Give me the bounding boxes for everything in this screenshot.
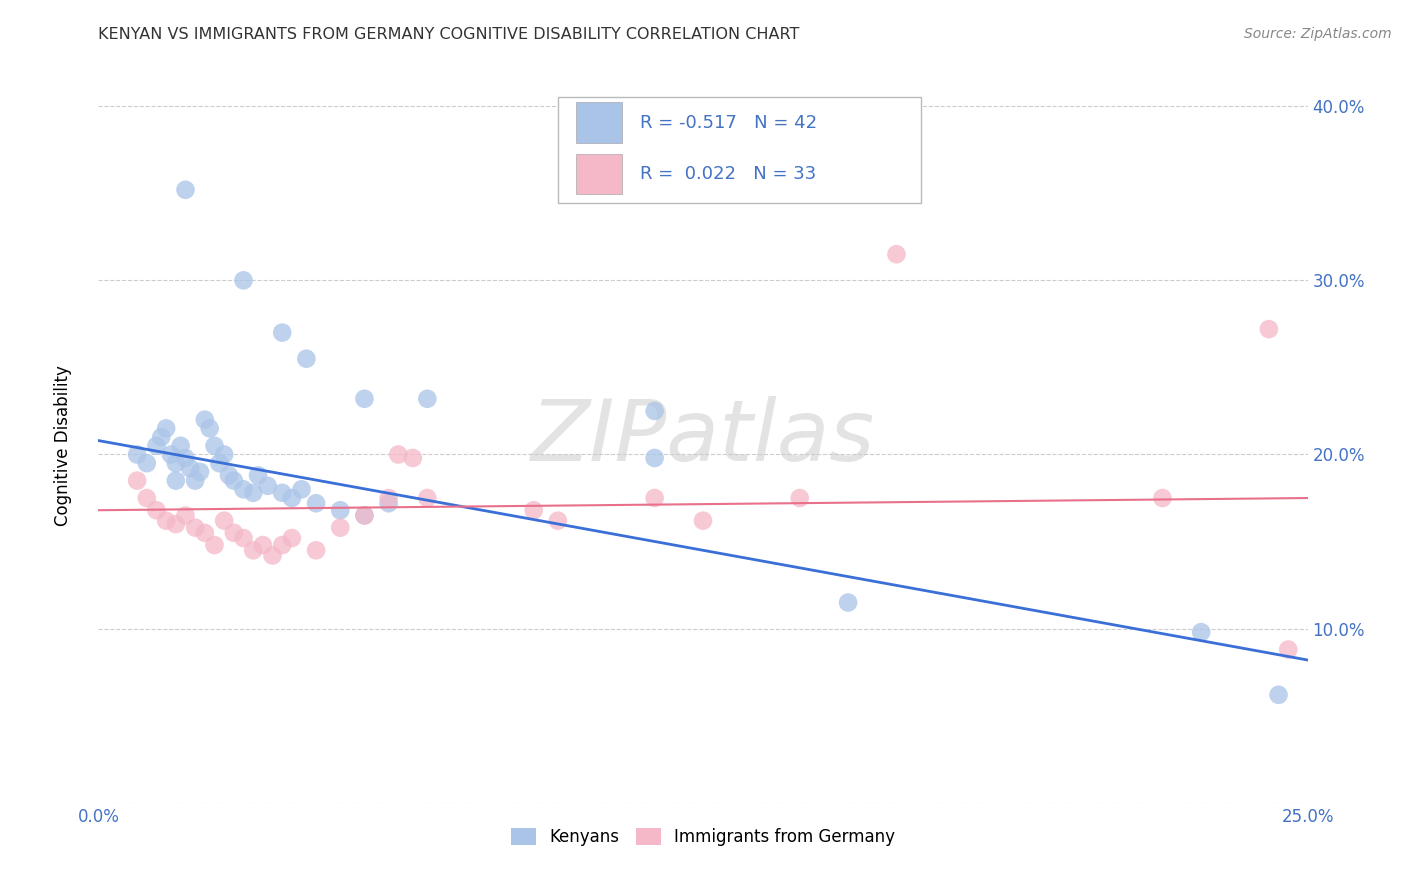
Point — [262, 549, 284, 563]
Point — [165, 517, 187, 532]
Point — [232, 483, 254, 497]
Point — [204, 538, 226, 552]
Point — [160, 448, 183, 462]
Point — [387, 448, 409, 462]
Point — [837, 595, 859, 609]
Point — [353, 508, 375, 523]
Point — [692, 514, 714, 528]
Point — [644, 491, 666, 505]
Point — [271, 326, 294, 340]
Point — [222, 474, 245, 488]
Point — [165, 474, 187, 488]
Point — [165, 456, 187, 470]
Point — [789, 491, 811, 505]
Point — [377, 496, 399, 510]
Point — [204, 439, 226, 453]
Text: R =  0.022   N = 33: R = 0.022 N = 33 — [640, 165, 817, 183]
Point — [232, 531, 254, 545]
Point — [194, 412, 217, 426]
Point — [155, 514, 177, 528]
Point — [1257, 322, 1279, 336]
Point — [281, 491, 304, 505]
Point — [174, 508, 197, 523]
Legend: Kenyans, Immigrants from Germany: Kenyans, Immigrants from Germany — [510, 828, 896, 846]
Point — [145, 503, 167, 517]
FancyBboxPatch shape — [558, 97, 921, 203]
Text: Cognitive Disability: Cognitive Disability — [55, 366, 72, 526]
Point — [377, 491, 399, 505]
Point — [145, 439, 167, 453]
Point — [256, 479, 278, 493]
Point — [353, 508, 375, 523]
Point — [1189, 625, 1212, 640]
Point — [188, 465, 211, 479]
Point — [290, 483, 312, 497]
Point — [184, 521, 207, 535]
Point — [644, 450, 666, 465]
Point — [127, 474, 149, 488]
Point — [198, 421, 221, 435]
Point — [212, 514, 235, 528]
Point — [247, 468, 270, 483]
Point — [208, 456, 231, 470]
Point — [174, 450, 197, 465]
Point — [281, 531, 304, 545]
Point — [232, 273, 254, 287]
Point — [329, 521, 352, 535]
Point — [212, 448, 235, 462]
FancyBboxPatch shape — [576, 153, 621, 194]
Point — [242, 543, 264, 558]
Point — [194, 525, 217, 540]
Point — [127, 448, 149, 462]
Point — [353, 392, 375, 406]
Point — [218, 468, 240, 483]
FancyBboxPatch shape — [576, 103, 621, 143]
Point — [169, 439, 191, 453]
Point — [644, 404, 666, 418]
Point — [184, 474, 207, 488]
Point — [886, 247, 908, 261]
Point — [305, 543, 328, 558]
Text: Source: ZipAtlas.com: Source: ZipAtlas.com — [1244, 27, 1392, 41]
Point — [222, 525, 245, 540]
Point — [1152, 491, 1174, 505]
Point — [242, 485, 264, 500]
Point — [179, 461, 201, 475]
Point — [135, 456, 157, 470]
Point — [416, 392, 439, 406]
Point — [329, 503, 352, 517]
Point — [135, 491, 157, 505]
Point — [155, 421, 177, 435]
Text: KENYAN VS IMMIGRANTS FROM GERMANY COGNITIVE DISABILITY CORRELATION CHART: KENYAN VS IMMIGRANTS FROM GERMANY COGNIT… — [98, 27, 800, 42]
Point — [416, 491, 439, 505]
Point — [150, 430, 173, 444]
Point — [271, 485, 294, 500]
Point — [1277, 642, 1299, 657]
Text: R = -0.517   N = 42: R = -0.517 N = 42 — [640, 113, 817, 131]
Text: ZIPatlas: ZIPatlas — [531, 395, 875, 479]
Point — [402, 450, 425, 465]
Point — [523, 503, 546, 517]
Point — [271, 538, 294, 552]
Point — [174, 183, 197, 197]
Point — [295, 351, 318, 366]
Point — [305, 496, 328, 510]
Point — [252, 538, 274, 552]
Point — [547, 514, 569, 528]
Point — [1267, 688, 1289, 702]
